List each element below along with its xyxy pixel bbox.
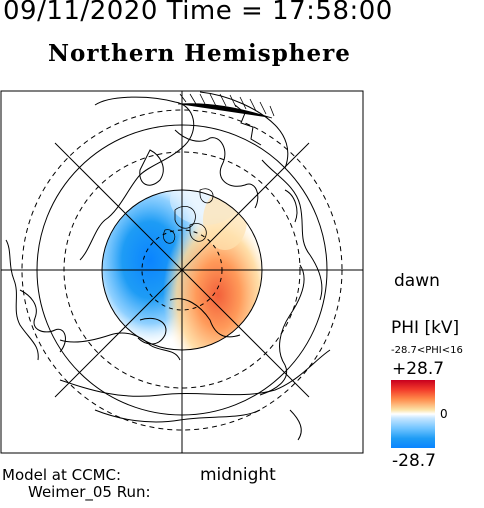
colorbar xyxy=(391,380,435,448)
coastlines xyxy=(5,91,331,441)
polar-potential-map xyxy=(0,90,364,454)
colorbar-zero-label: 0 xyxy=(440,407,448,421)
colorbar-min-label: -28.7 xyxy=(392,451,436,471)
top-coast-detail xyxy=(177,93,275,119)
arctic-islands xyxy=(163,188,214,244)
model-line-2: Weimer_05 Run: xyxy=(28,483,151,501)
model-info: Model at CCMC: Weimer_05 Run: xyxy=(2,467,151,501)
hemisphere-title: Northern Hemisphere xyxy=(48,40,351,67)
colorbar-max-label: +28.7 xyxy=(392,359,445,379)
colorbar-range: -28.7<PHI<16 xyxy=(391,345,463,356)
midnight-label: midnight xyxy=(200,465,276,485)
dawn-label: dawn xyxy=(394,271,440,291)
model-line-1: Model at CCMC: xyxy=(2,466,122,484)
colorbar-title: PHI [kV] xyxy=(391,318,460,338)
date-time-header: 09/11/2020 Time = 17:58:00 xyxy=(3,0,393,26)
